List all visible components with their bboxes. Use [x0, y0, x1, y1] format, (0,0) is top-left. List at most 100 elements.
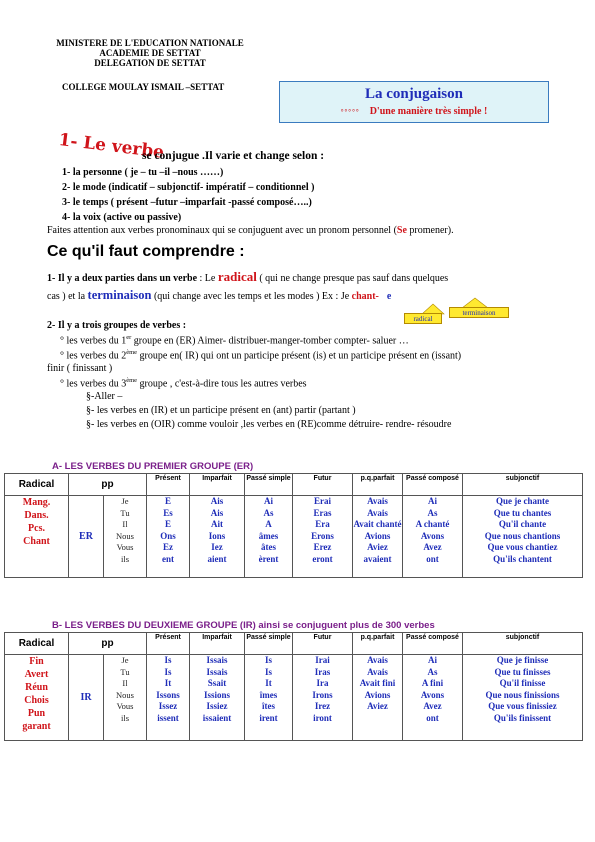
- group-2-example: finir ( finissant ): [47, 363, 113, 374]
- pronominal-se: Se: [396, 225, 407, 236]
- pronoun: ils: [120, 712, 130, 723]
- ending: Erons: [311, 530, 334, 541]
- ending: Avais: [367, 507, 388, 518]
- header-block: MINISTERE DE L'EDUCATION NATIONALE ACADE…: [40, 38, 260, 68]
- ministry-line: MINISTERE DE L'EDUCATION NATIONALE: [56, 38, 244, 48]
- academy-line: ACADEMIE DE SETTAT: [99, 48, 201, 58]
- radical-item: Fin: [29, 656, 44, 667]
- ending: Que je finisse: [496, 655, 549, 665]
- group-3-line: ° les verbes du 3ème groupe , c'est-à-di…: [60, 377, 307, 389]
- radical-item: Dans.: [24, 510, 49, 521]
- ending: Aviez: [367, 542, 388, 552]
- radicals-cell: Mang. Dans. Pcs. Chant: [4, 495, 69, 578]
- ending: Avez: [423, 701, 442, 711]
- intro-list: 1- la personne ( je – tu –il –nous ……) 2…: [62, 165, 314, 225]
- page-subtitle: °°°°° D'une manière très simple !: [280, 106, 548, 117]
- ending: Eras: [313, 507, 332, 518]
- ending: Era: [315, 519, 330, 529]
- ending: Qu'il chante: [498, 519, 547, 529]
- ending: Ai: [428, 496, 437, 506]
- pronoun: Je: [121, 655, 129, 665]
- paragraph-2-title: 2- Il y a trois groupes de verbes :: [47, 320, 187, 331]
- ending: Is: [164, 666, 172, 677]
- header-pp: pp: [68, 473, 147, 496]
- ending: Erai: [314, 496, 331, 506]
- p1-label: 1- Il y a deux parties dans un verbe: [47, 273, 198, 284]
- paragraph-1-line-1: 1- Il y a deux parties dans un verbe : L…: [47, 269, 448, 285]
- ending: A fini: [421, 678, 444, 688]
- ending: E: [164, 496, 171, 506]
- g2-text-b: groupe en( IR) qui ont un participe prés…: [137, 350, 462, 362]
- passe-simple-endings: Is Is It îmes îtes irent: [244, 654, 293, 741]
- subjonctif-forms: Que je finisse Que tu finisses Qu'il finis…: [462, 654, 583, 741]
- ending: ont: [426, 712, 439, 723]
- list-item: 4- la voix (active ou passive): [62, 212, 182, 223]
- list-item: 1- la personne ( je – tu –il –nous ……): [62, 167, 224, 178]
- pq-parfait-forms: Avais Avais Avait fini Avions Aviez: [352, 654, 403, 741]
- group-1-line: ° les verbes du 1er groupe en (ER) Aimer…: [60, 334, 409, 346]
- p1-text: : Le: [197, 273, 218, 284]
- pronoun: Il: [122, 678, 128, 688]
- subtitle-text: D'une manière très simple !: [369, 106, 488, 117]
- ending: Is: [164, 655, 172, 665]
- ending: Irez: [314, 701, 331, 711]
- ending: As: [427, 507, 438, 518]
- ending: Aviez: [367, 701, 388, 711]
- ending: Ai: [264, 496, 273, 506]
- pronoun: Vous: [116, 701, 134, 711]
- ending: Ait: [211, 519, 223, 529]
- ending: Ais: [210, 496, 224, 506]
- page-title: La conjugaison: [365, 86, 463, 102]
- intro-sentence: se conjugue .Il varie et change selon :: [142, 150, 325, 162]
- radical-item: Avert: [24, 669, 49, 680]
- g1-text-b: groupe en (ER) Aimer- distribuer-manger-…: [131, 335, 409, 347]
- g1-text-a: ° les verbes du 1: [60, 335, 127, 347]
- pronoun: Je: [121, 496, 129, 506]
- p1-text-d: cas ) et la: [47, 291, 88, 302]
- pronoun: Nous: [116, 689, 134, 700]
- ending: âmes: [258, 530, 279, 541]
- ending: Qu'ils finissent: [493, 712, 552, 723]
- ending: Avez: [423, 542, 442, 552]
- ending: Qu'il finisse: [499, 678, 546, 688]
- ending: Ira: [316, 678, 329, 688]
- callout-terminaison: terminaison: [449, 307, 509, 318]
- ending: Ssait: [207, 678, 227, 688]
- futur-endings: Irai Iras Ira Irons Irez iront: [292, 654, 353, 741]
- ending: issaient: [202, 712, 232, 723]
- header-pq-parfait: p.q.parfait: [352, 632, 403, 655]
- paragraph-1-line-2: cas ) et la terminaison (qui change avec…: [47, 288, 391, 303]
- ending: avaient: [363, 553, 392, 564]
- pronouns-cell: Je Tu Il Nous Vous ils: [103, 495, 147, 578]
- ending: Irai: [315, 655, 330, 665]
- ending: âtes: [261, 542, 276, 552]
- header-passe-compose: Passé composé: [402, 473, 463, 496]
- ending: Ez: [163, 542, 173, 552]
- radical-word: radical: [217, 269, 257, 284]
- pronoun: ils: [120, 553, 130, 564]
- ending: Que je chante: [496, 496, 549, 506]
- ending: Avais: [367, 496, 388, 506]
- ending: Ions: [208, 530, 226, 541]
- ending: Avions: [364, 689, 391, 700]
- ending: Ai: [428, 655, 437, 665]
- header-imparfait: Imparfait: [189, 632, 245, 655]
- ending: ont: [426, 553, 439, 564]
- group-cell: IR: [68, 654, 104, 741]
- group-cell: ER: [68, 495, 104, 578]
- header-subjonctif: subjonctif: [462, 632, 583, 655]
- comprendre-heading: Ce qu'il faut comprendre :: [47, 243, 245, 260]
- passe-compose-forms: Ai As A chanté Avons Avez ont: [402, 495, 463, 578]
- p1-text-c: ( qui ne change presque pas sauf dans qu…: [256, 273, 449, 284]
- sub-item-ir: §- les verbes en (IR) et un participe pr…: [86, 405, 356, 416]
- ending: eront: [312, 553, 333, 564]
- header-futur: Futur: [292, 632, 353, 655]
- callout-radical: radical: [404, 313, 442, 324]
- header-radical: Radical: [4, 632, 69, 655]
- g2-text-a: ° les verbes du 2: [60, 350, 127, 362]
- radical-item: Chois: [24, 695, 49, 706]
- header-present: Présent: [146, 632, 190, 655]
- g3-sup: ème: [126, 377, 138, 384]
- ending: èrent: [258, 553, 279, 564]
